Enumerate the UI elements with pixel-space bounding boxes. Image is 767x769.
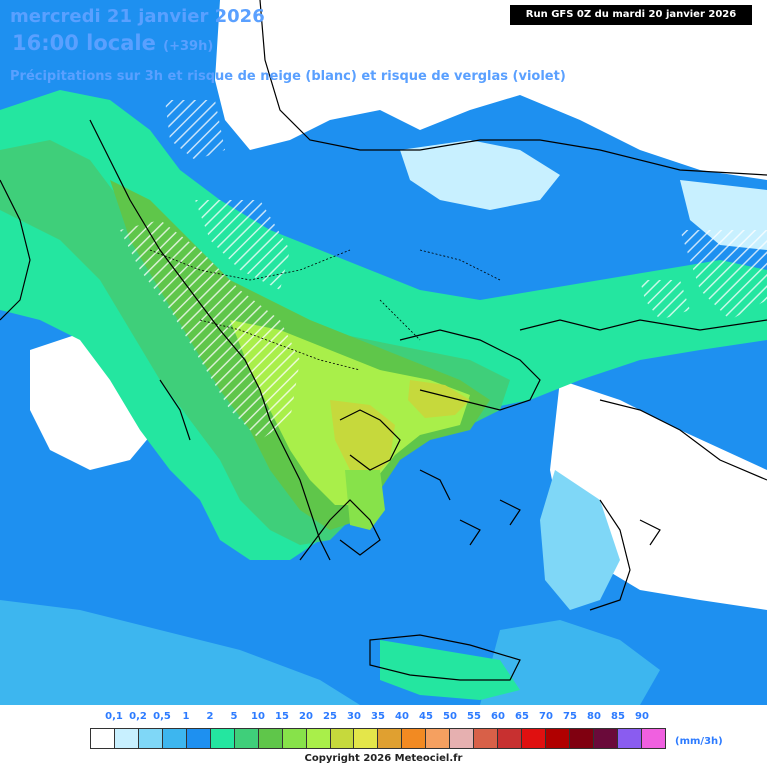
forecast-date: mercredi 21 janvier 2026: [10, 6, 265, 27]
legend-tick-label: 70: [539, 711, 553, 722]
snow-risk-east: [680, 230, 767, 320]
forecast-lead-time: (+39h): [163, 39, 214, 54]
forecast-time: 16:00 locale (+39h): [12, 31, 213, 55]
legend-tick-label: 0,1: [105, 711, 123, 722]
legend-tick-label: 1: [182, 711, 190, 722]
legend-swatch: [474, 729, 499, 748]
precip-zone-max-east: [408, 380, 470, 418]
legend-swatch: [426, 729, 451, 748]
legend-tick-label: 75: [563, 711, 577, 722]
legend-swatch: [162, 729, 187, 748]
legend-swatch: [330, 729, 355, 748]
legend-swatch: [91, 729, 115, 748]
legend-tick-label: 45: [419, 711, 433, 722]
snow-risk-north: [195, 200, 290, 290]
legend-tick-row: 0,1 0,2 0,5 1 2 5 10 15 20 25 30 35 40 45 50 55 60 65 70 75…: [90, 711, 666, 725]
legend-tick-label: 50: [443, 711, 457, 722]
legend-swatch: [498, 729, 523, 748]
legend-swatch: [378, 729, 403, 748]
legend-tick-label: 85: [611, 711, 625, 722]
run-info-badge: Run GFS 0Z du mardi 20 janvier 2026: [510, 5, 752, 25]
legend-swatch: [617, 729, 642, 748]
legend-swatch: [186, 729, 211, 748]
legend-swatch: [354, 729, 379, 748]
legend-swatch: [306, 729, 331, 748]
legend-swatch: [114, 729, 139, 748]
legend-tick-label: 25: [323, 711, 337, 722]
legend-tick-label: 90: [635, 711, 649, 722]
borders: [149, 249, 501, 371]
legend-swatch: [641, 729, 665, 748]
legend-tick-label: 65: [515, 711, 529, 722]
legend-tick-label: 2: [206, 711, 214, 722]
precip-zone-crete: [380, 640, 520, 700]
legend-tick-label: 0,2: [129, 711, 147, 722]
light-zone-north: [400, 140, 560, 210]
legend-swatch: [138, 729, 163, 748]
dry-zone-north: [215, 0, 767, 180]
legend-tick-label: 5: [230, 711, 238, 722]
legend-swatch: [522, 729, 547, 748]
precip-zone-teal: [0, 90, 767, 560]
legend-swatch: [402, 729, 427, 748]
snow-risk-northwest: [165, 100, 225, 160]
coastlines: [0, 0, 767, 681]
snow-risk-west: [120, 220, 300, 440]
legend-swatch: [546, 729, 571, 748]
legend-unit: (mm/3h): [675, 736, 723, 747]
legend-color-bar: [90, 728, 666, 749]
legend-tick-label: 55: [467, 711, 481, 722]
light-zone-southwest: [0, 600, 360, 705]
legend-tick-label: 0,5: [153, 711, 171, 722]
legend-swatch: [234, 729, 259, 748]
legend-tick-label: 20: [299, 711, 313, 722]
legend-tick-label: 15: [275, 711, 289, 722]
legend-swatch: [210, 729, 235, 748]
light-zone-aegean: [540, 470, 620, 610]
forecast-local-time: 16:00 locale: [12, 31, 156, 55]
legend-swatch: [450, 729, 475, 748]
legend-tick-label: 10: [251, 711, 265, 722]
light-zone-south: [480, 620, 660, 705]
legend-tick-label: 60: [491, 711, 505, 722]
legend-tick-label: 40: [395, 711, 409, 722]
legend-swatch: [594, 729, 618, 748]
legend-tick-label: 80: [587, 711, 601, 722]
legend-swatch: [258, 729, 283, 748]
legend-tick-label: 35: [371, 711, 385, 722]
legend-swatch: [570, 729, 595, 748]
map-subtitle: Précipitations sur 3h et risque de neige…: [10, 69, 566, 84]
snow-risk-turkey: [640, 280, 690, 320]
copyright: Copyright 2026 Meteociel.fr: [304, 753, 463, 764]
legend-tick-label: 30: [347, 711, 361, 722]
legend-swatch: [282, 729, 307, 748]
precip-zone-peloponnese: [345, 470, 385, 530]
